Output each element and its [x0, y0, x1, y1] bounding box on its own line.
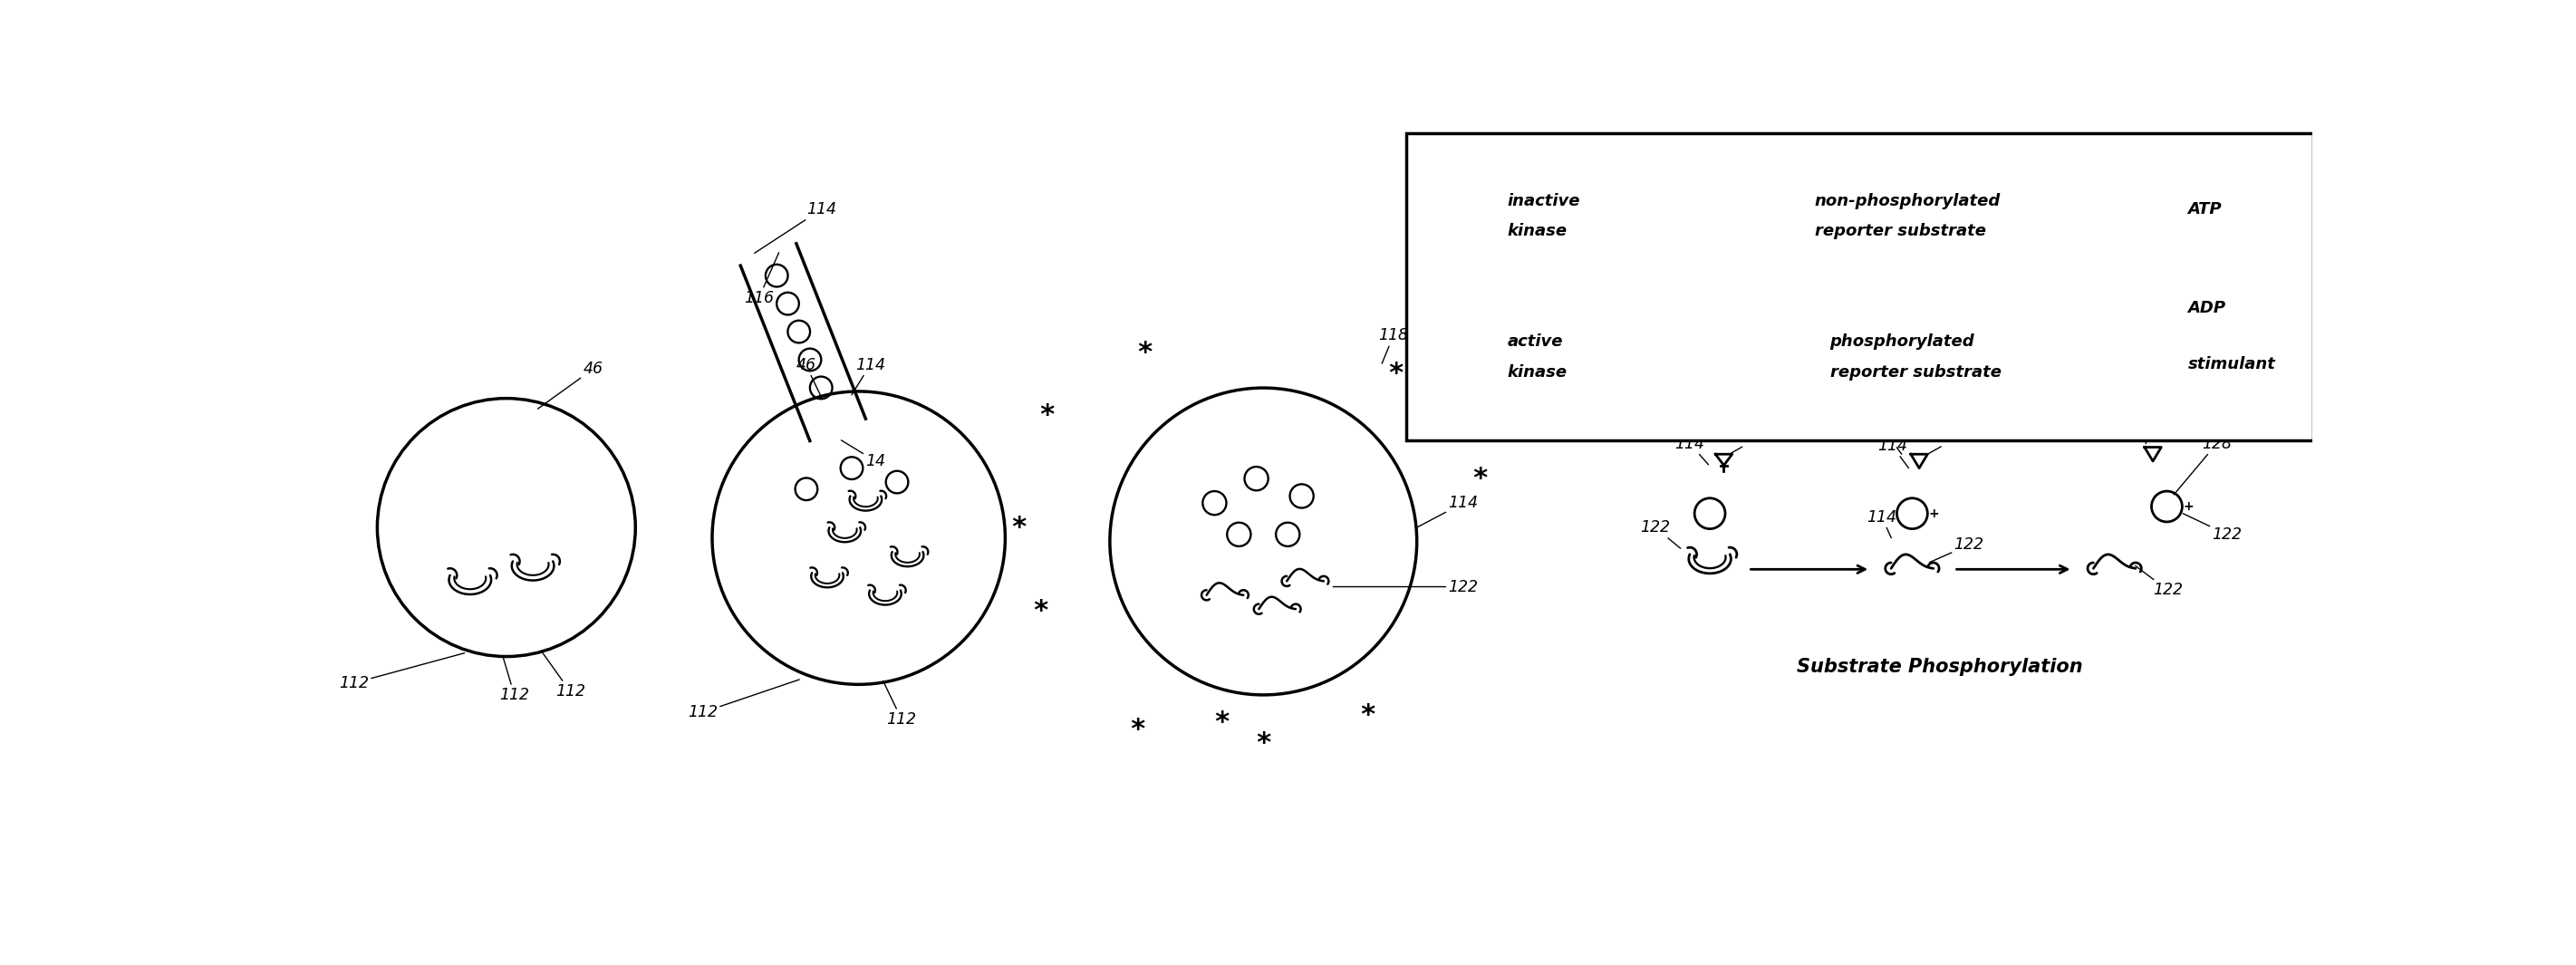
Text: *: * — [1360, 703, 1376, 729]
Text: 122: 122 — [1334, 579, 1479, 594]
Text: 114: 114 — [1868, 509, 1896, 538]
Text: 122: 122 — [1929, 537, 1984, 563]
Text: 46: 46 — [796, 357, 819, 395]
Text: kinase: kinase — [1507, 223, 1566, 239]
Text: +: + — [2184, 500, 2195, 512]
Text: non-phosphorylated: non-phosphorylated — [1814, 193, 2002, 209]
Text: active: active — [1507, 334, 1564, 350]
Text: 122: 122 — [2182, 513, 2241, 542]
Text: *: * — [1136, 340, 1154, 366]
Text: 114: 114 — [1878, 438, 1909, 468]
Text: 112: 112 — [541, 651, 585, 700]
Text: stimulant: stimulant — [2187, 356, 2275, 372]
Text: ATP: ATP — [2187, 201, 2223, 217]
Text: 114: 114 — [853, 357, 886, 395]
Text: 126: 126 — [2133, 415, 2161, 444]
Text: *: * — [1255, 731, 1273, 757]
Text: 128: 128 — [2174, 435, 2231, 495]
Text: *: * — [1213, 709, 1229, 736]
Text: +: + — [1929, 508, 1940, 520]
Text: 114: 114 — [755, 201, 837, 253]
Text: 122: 122 — [2136, 565, 2182, 598]
Text: 116: 116 — [744, 253, 778, 306]
Text: ADP: ADP — [2187, 300, 2226, 317]
FancyBboxPatch shape — [1406, 133, 2313, 440]
Text: 114: 114 — [1417, 495, 1479, 528]
Text: phosphorylated: phosphorylated — [1829, 334, 1973, 350]
Text: *: * — [1010, 514, 1028, 540]
Text: *: * — [1128, 717, 1146, 743]
Text: 114: 114 — [1674, 435, 1708, 465]
Text: inactive: inactive — [1507, 193, 1582, 209]
Text: *: * — [1033, 598, 1048, 624]
Text: reporter substrate: reporter substrate — [1829, 365, 2002, 381]
Text: Substrate Phosphorylation: Substrate Phosphorylation — [1798, 658, 2084, 676]
Text: 118: 118 — [1378, 327, 1409, 364]
Text: 112: 112 — [500, 656, 528, 703]
Text: 124: 124 — [1873, 428, 1904, 455]
Text: *: * — [1463, 410, 1481, 436]
Text: 124: 124 — [1728, 428, 1775, 455]
Text: 46: 46 — [538, 361, 603, 409]
Text: 14: 14 — [842, 440, 886, 469]
Text: 124: 124 — [1927, 428, 1973, 455]
Text: *: * — [1038, 402, 1056, 429]
Text: *: * — [1388, 361, 1404, 387]
Text: *: * — [2123, 355, 2141, 381]
Text: reporter substrate: reporter substrate — [1814, 223, 1986, 239]
Text: 112: 112 — [688, 679, 799, 721]
Text: 112: 112 — [884, 681, 917, 728]
Text: +: + — [1788, 349, 1798, 366]
Text: kinase: kinase — [1507, 365, 1566, 381]
Text: 122: 122 — [1641, 519, 1680, 548]
Text: *: * — [1471, 465, 1489, 492]
Text: 112: 112 — [340, 653, 464, 691]
